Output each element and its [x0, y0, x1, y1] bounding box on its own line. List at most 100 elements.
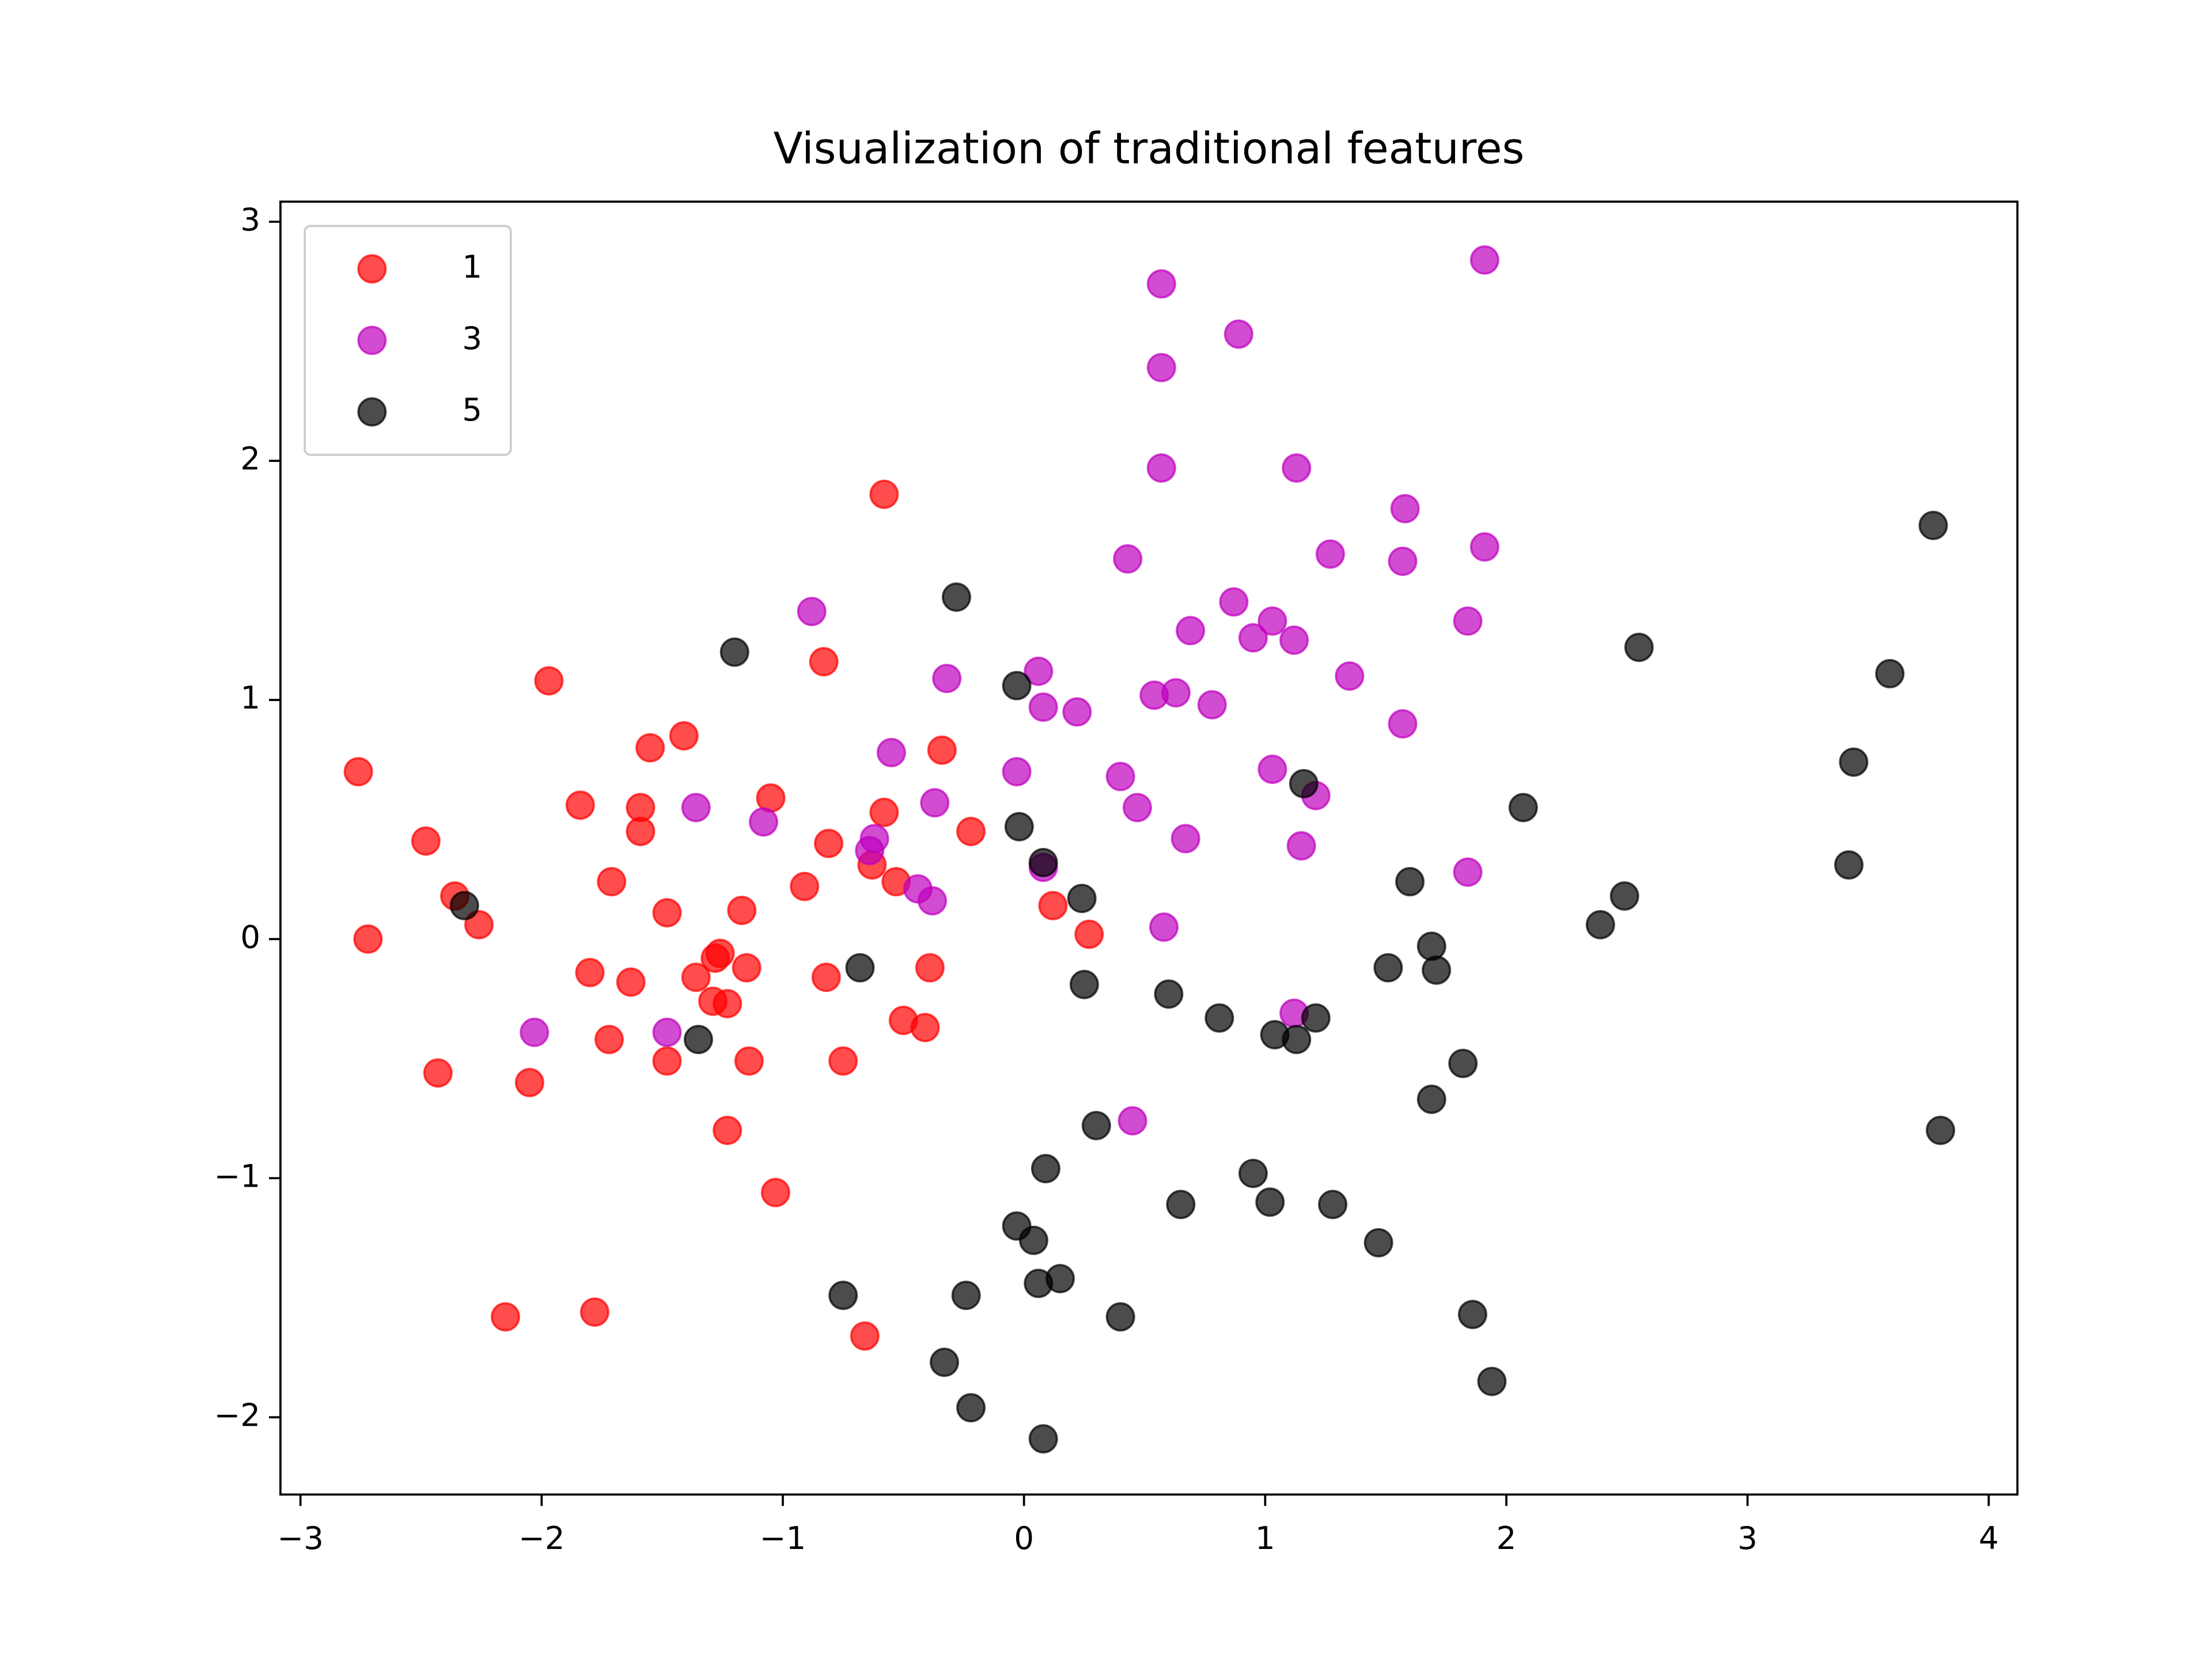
point [1469, 245, 1499, 275]
point [1166, 1190, 1196, 1219]
x-tick-label: 0 [1014, 1520, 1034, 1556]
point [681, 793, 711, 823]
point [343, 757, 373, 787]
x-tick-label: −2 [518, 1520, 565, 1556]
point [1105, 762, 1135, 791]
legend: 1 3 5 [304, 225, 512, 456]
legend-label: 3 [462, 320, 482, 357]
point [1031, 1154, 1060, 1184]
point [1122, 793, 1152, 823]
point [1197, 690, 1227, 719]
point [1024, 1268, 1054, 1298]
point [1416, 1084, 1446, 1114]
point [1069, 969, 1099, 999]
point [1315, 539, 1345, 569]
legend-marker [357, 254, 387, 284]
point [1395, 867, 1425, 897]
point [727, 895, 757, 925]
point [1390, 494, 1420, 524]
point [1839, 747, 1869, 777]
x-tick-label: 2 [1497, 1520, 1517, 1556]
point [411, 826, 441, 856]
legend-marker [357, 325, 387, 355]
point [1624, 632, 1654, 662]
point [652, 1017, 682, 1047]
point [1875, 659, 1905, 688]
point [1609, 881, 1639, 911]
point [1453, 606, 1483, 636]
point [1238, 1158, 1268, 1188]
x-tick-label: −3 [277, 1520, 324, 1556]
point [809, 647, 839, 677]
point [1257, 606, 1287, 636]
point [1469, 532, 1499, 562]
point [1508, 793, 1538, 823]
point [951, 1281, 981, 1310]
point [683, 1025, 713, 1055]
point [565, 790, 595, 820]
point [1154, 979, 1184, 1009]
point [760, 1177, 790, 1207]
point [1257, 755, 1287, 784]
chart-title: Visualization of traditional features [774, 124, 1525, 174]
point [1416, 931, 1446, 961]
point [1105, 1302, 1135, 1332]
point [1422, 955, 1452, 985]
point [1224, 319, 1253, 349]
point [705, 938, 735, 968]
point [1335, 661, 1365, 691]
point [1926, 1115, 1956, 1145]
point [814, 828, 843, 858]
point [669, 721, 699, 751]
point [1067, 884, 1097, 914]
x-tick-label: 3 [1737, 1520, 1758, 1556]
point [713, 988, 743, 1018]
point [1081, 1111, 1111, 1141]
point [869, 797, 899, 827]
point [956, 816, 986, 846]
point [575, 957, 605, 987]
point [1282, 1025, 1312, 1055]
point [713, 1115, 743, 1145]
point [1834, 850, 1863, 880]
point [918, 886, 947, 916]
point [1146, 453, 1176, 483]
point [920, 788, 950, 818]
point [1028, 847, 1058, 877]
point [1918, 510, 1948, 540]
point [930, 1347, 959, 1377]
point [681, 963, 711, 993]
point [1282, 453, 1312, 483]
point [1238, 623, 1268, 653]
point [1219, 587, 1249, 617]
point [915, 953, 945, 983]
y-tick-label: 2 [240, 440, 260, 477]
point [594, 1025, 624, 1055]
legend-label: 5 [462, 391, 482, 428]
point [616, 967, 646, 997]
point [732, 953, 762, 983]
point [1146, 269, 1176, 299]
point [1363, 1228, 1393, 1257]
y-tick-label: 1 [240, 679, 260, 716]
point [941, 582, 971, 612]
point [797, 597, 827, 626]
point [1477, 1366, 1507, 1396]
y-tick-label: −1 [214, 1157, 261, 1194]
point [1028, 692, 1058, 722]
point [597, 867, 627, 897]
point [1453, 857, 1483, 887]
point [1176, 616, 1205, 646]
point [1388, 546, 1418, 576]
legend-box [304, 225, 512, 456]
point [845, 953, 875, 983]
legend-label: 1 [462, 248, 482, 285]
y-tick-label: 0 [240, 918, 260, 955]
point [876, 737, 906, 767]
point [855, 836, 885, 866]
point [1118, 1106, 1147, 1136]
plot-frame [279, 200, 2019, 1496]
point [1279, 625, 1309, 655]
